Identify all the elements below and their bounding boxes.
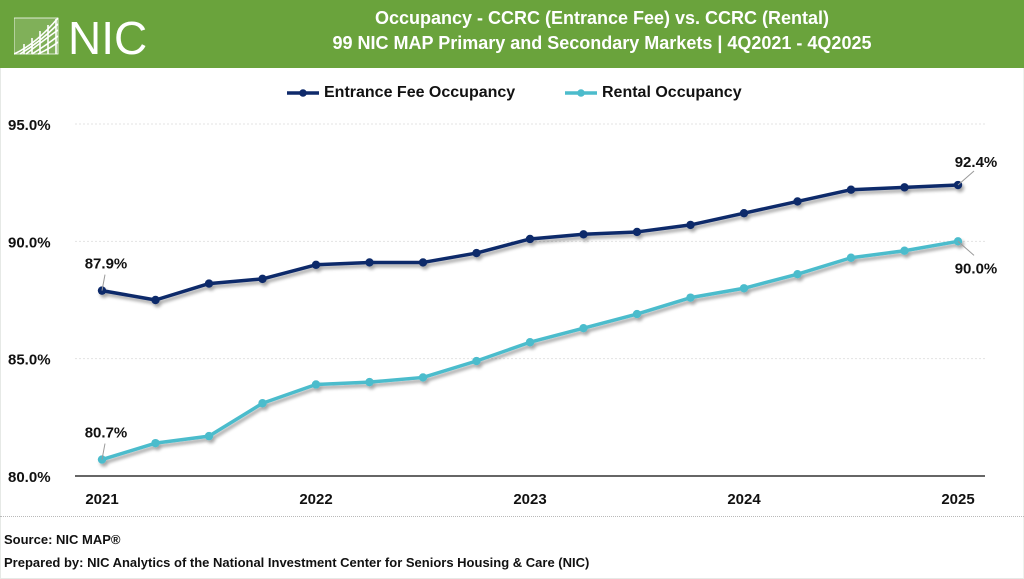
data-point bbox=[686, 220, 695, 230]
data-point bbox=[739, 208, 749, 218]
header-banner: NIC Occupancy - CCRC (Entrance Fee) vs. … bbox=[0, 0, 1024, 68]
y-tick-label: 90.0% bbox=[8, 234, 51, 251]
data-point bbox=[686, 293, 695, 302]
data-point bbox=[472, 248, 481, 258]
data-point bbox=[472, 356, 481, 366]
data-point bbox=[258, 274, 267, 284]
prepared-by-note: Prepared by: NIC Analytics of the Nation… bbox=[4, 555, 590, 570]
data-label: 80.7% bbox=[85, 425, 128, 442]
data-point bbox=[525, 338, 535, 347]
x-tick-label: 2024 bbox=[727, 491, 761, 508]
source-note: Source: NIC MAP® bbox=[4, 532, 121, 547]
data-point bbox=[793, 197, 802, 206]
y-tick-label: 80.0% bbox=[8, 469, 51, 486]
data-label-leader bbox=[957, 240, 975, 256]
data-point bbox=[365, 258, 374, 267]
data-label-leader bbox=[101, 274, 106, 291]
nic-logo-icon: NIC bbox=[14, 14, 147, 58]
data-point bbox=[579, 323, 588, 333]
data-point bbox=[846, 185, 856, 194]
legend-label: Rental Occupancy bbox=[602, 84, 742, 101]
footer-divider bbox=[0, 516, 1024, 517]
series-line bbox=[101, 239, 959, 462]
chart-legend: Entrance Fee Occupancy Rental Occupancy bbox=[0, 84, 1024, 106]
data-point bbox=[900, 246, 909, 255]
data-point bbox=[418, 373, 428, 382]
data-point bbox=[311, 380, 321, 389]
data-label: 87.9% bbox=[85, 256, 128, 273]
series-entrance-fee bbox=[97, 180, 963, 305]
legend-item-entrance-fee[interactable]: Entrance Fee Occupancy bbox=[286, 84, 515, 102]
x-tick-label: 2023 bbox=[513, 491, 546, 508]
y-tick-label: 85.0% bbox=[8, 352, 51, 369]
legend-marker-icon bbox=[565, 89, 597, 97]
data-point bbox=[204, 279, 214, 288]
data-point bbox=[258, 399, 267, 408]
data-label-leader bbox=[101, 443, 106, 460]
data-point bbox=[739, 284, 749, 293]
x-tick-label: 2021 bbox=[85, 491, 118, 508]
data-point bbox=[632, 309, 642, 319]
data-label: 92.4% bbox=[955, 154, 998, 171]
legend-label: Entrance Fee Occupancy bbox=[324, 84, 516, 101]
x-tick-label: 2025 bbox=[941, 491, 974, 508]
data-point bbox=[900, 183, 909, 192]
legend-marker-icon bbox=[287, 89, 319, 97]
series-rental bbox=[97, 237, 963, 464]
data-point bbox=[793, 269, 802, 279]
data-point bbox=[151, 438, 160, 448]
data-point bbox=[525, 234, 535, 244]
data-label: 90.0% bbox=[955, 260, 998, 277]
chart-title: Occupancy - CCRC (Entrance Fee) vs. CCRC… bbox=[374, 8, 830, 28]
data-point bbox=[632, 227, 642, 237]
svg-text:NIC: NIC bbox=[68, 14, 147, 58]
data-label-leader bbox=[957, 170, 975, 186]
data-point bbox=[204, 431, 214, 441]
y-tick-label: 95.0% bbox=[8, 117, 51, 134]
data-point bbox=[311, 260, 321, 269]
data-point bbox=[418, 258, 428, 267]
data-point bbox=[846, 253, 856, 262]
legend-item-rental[interactable]: Rental Occupancy bbox=[564, 84, 742, 102]
data-point bbox=[579, 230, 588, 239]
data-point bbox=[365, 377, 374, 387]
chart-subtitle: 99 NIC MAP Primary and Secondary Markets… bbox=[332, 33, 872, 53]
x-tick-label: 2022 bbox=[299, 491, 332, 508]
data-point bbox=[151, 295, 160, 305]
